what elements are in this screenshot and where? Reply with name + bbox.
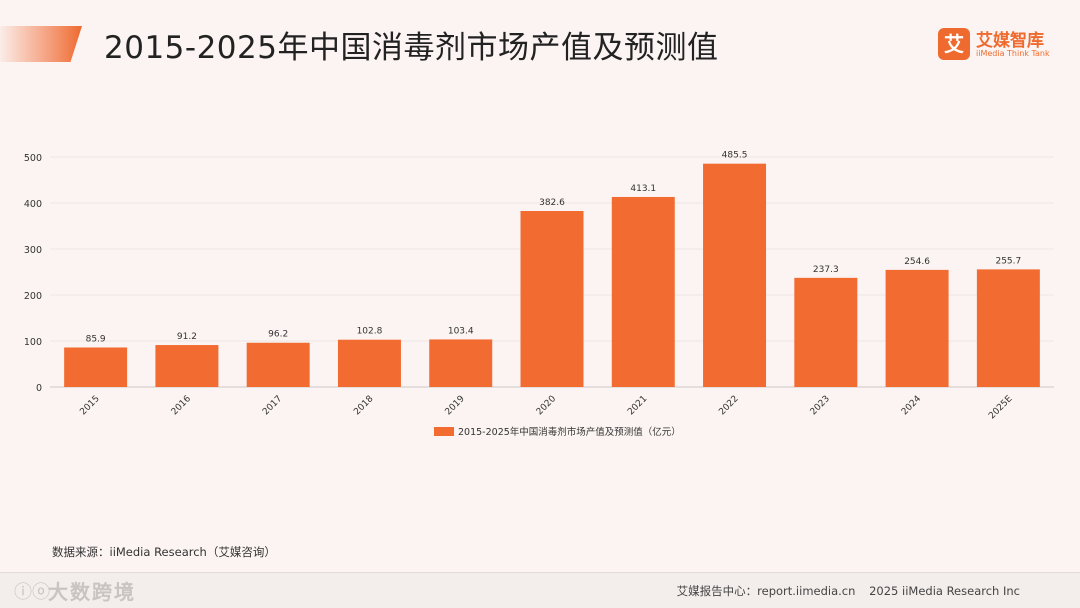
data-label: 91.2	[177, 332, 197, 342]
x-tick-label: 2018	[352, 394, 375, 417]
bar	[885, 269, 949, 387]
data-label: 413.1	[630, 184, 656, 194]
y-tick-label: 500	[24, 153, 42, 164]
footer-divider	[0, 572, 1080, 573]
legend-label: 2015-2025年中国消毒剂市场产值及预测值（亿元）	[458, 426, 681, 438]
data-label: 254.6	[904, 257, 930, 267]
bar	[976, 269, 1040, 387]
y-tick-label: 100	[24, 337, 42, 348]
watermark-icon: ⓘⓞ	[14, 582, 50, 603]
footer-bar	[0, 573, 1080, 608]
data-label: 485.5	[722, 151, 748, 161]
page-title: 2015-2025年中国消毒剂市场产值及预测值	[104, 30, 719, 66]
footer-info: 艾媒报告中心：report.iimedia.cn 2025 iiMedia Re…	[667, 583, 1020, 599]
logo-name: 艾媒智库	[976, 31, 1044, 51]
y-tick-label: 0	[36, 383, 42, 394]
legend-swatch	[434, 427, 454, 436]
data-label: 96.2	[268, 330, 288, 340]
bar	[155, 345, 219, 387]
watermark-text: 大数跨境	[48, 580, 136, 604]
x-tick-label: 2016	[170, 394, 193, 417]
logo-subtitle: iiMedia Think Tank	[976, 49, 1050, 58]
bar	[429, 339, 493, 387]
bar	[611, 196, 675, 387]
data-label: 102.8	[357, 327, 383, 337]
bar	[337, 339, 401, 387]
title-accent-bar	[0, 26, 82, 62]
footer-url[interactable]: report.iimedia.cn	[757, 584, 856, 598]
logo-mark-icon: 艾	[938, 28, 970, 60]
y-tick-label: 200	[24, 291, 42, 302]
x-tick-label: 2023	[809, 394, 832, 417]
x-tick-label: 2019	[444, 394, 467, 417]
x-tick-label: 2015	[78, 394, 101, 417]
footer-copyright: 2025 iiMedia Research Inc	[869, 584, 1020, 598]
data-label: 237.3	[813, 265, 839, 275]
data-label: 382.6	[539, 198, 565, 208]
bar	[64, 347, 128, 387]
x-tick-label: 2021	[626, 394, 649, 417]
data-source: 数据来源：iiMedia Research（艾媒咨询）	[52, 545, 276, 559]
data-label: 255.7	[995, 256, 1021, 266]
x-tick-label: 2024	[900, 394, 923, 417]
data-label: 103.4	[448, 326, 474, 336]
bar-chart: 0 100 200 300 400 500 85.9 2015 91.2 2016 96.2 2017…	[24, 151, 1054, 438]
data-label: 85.9	[86, 334, 106, 344]
bar	[794, 277, 858, 387]
x-tick-label: 2022	[717, 394, 740, 417]
x-tick-label: 2020	[535, 394, 558, 417]
brand-logo: 艾 艾媒智库 iiMedia Think Tank	[938, 26, 1058, 66]
bar	[246, 342, 310, 387]
x-tick-label: 2017	[261, 394, 284, 417]
y-tick-label: 400	[24, 199, 42, 210]
x-tick-label: 2025E	[987, 394, 1015, 422]
footer-center-label: 艾媒报告中心：	[676, 584, 758, 598]
y-tick-label: 300	[24, 245, 42, 256]
bar	[520, 211, 584, 387]
bar	[703, 163, 767, 387]
